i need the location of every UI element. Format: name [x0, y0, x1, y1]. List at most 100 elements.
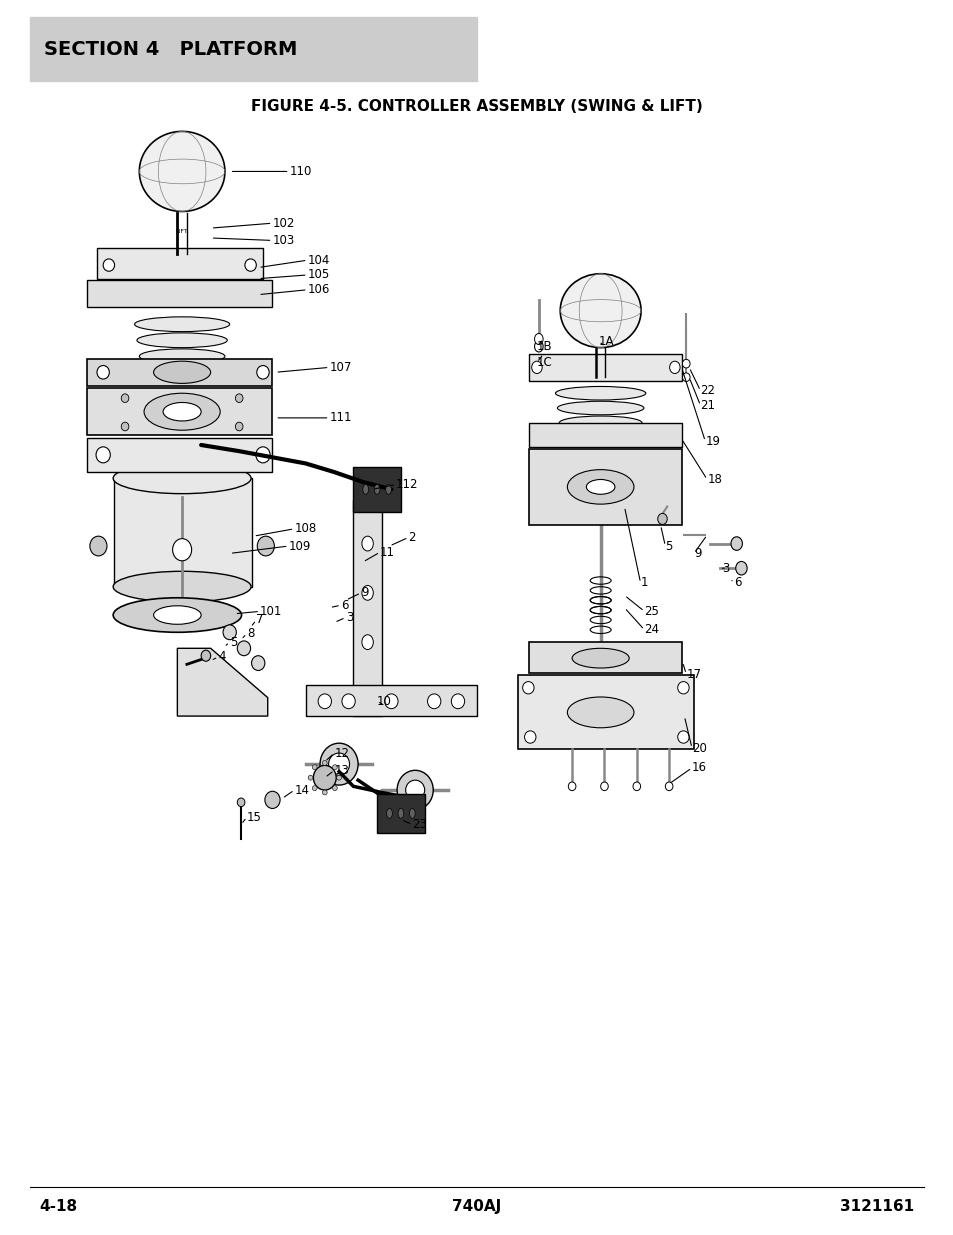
Ellipse shape [681, 359, 689, 368]
Ellipse shape [405, 781, 424, 800]
Text: 1: 1 [639, 577, 647, 589]
Ellipse shape [317, 694, 331, 709]
FancyBboxPatch shape [306, 685, 476, 716]
Ellipse shape [113, 572, 251, 603]
Ellipse shape [341, 694, 355, 709]
FancyBboxPatch shape [529, 422, 680, 447]
Ellipse shape [451, 694, 464, 709]
Ellipse shape [664, 782, 672, 790]
Text: 111: 111 [329, 411, 352, 425]
Ellipse shape [555, 387, 645, 400]
Text: 101: 101 [260, 605, 282, 618]
Ellipse shape [397, 809, 403, 819]
Ellipse shape [384, 694, 397, 709]
Text: 13: 13 [334, 763, 349, 777]
Ellipse shape [730, 537, 741, 551]
Ellipse shape [256, 366, 269, 379]
Ellipse shape [522, 682, 534, 694]
Text: 23: 23 [412, 818, 427, 831]
Ellipse shape [139, 348, 225, 363]
Text: 110: 110 [290, 165, 312, 178]
Ellipse shape [322, 790, 327, 795]
Ellipse shape [235, 394, 243, 403]
Text: 9: 9 [693, 547, 700, 559]
Ellipse shape [237, 798, 245, 806]
Ellipse shape [374, 484, 379, 494]
Ellipse shape [386, 809, 392, 819]
Ellipse shape [245, 259, 256, 272]
Ellipse shape [139, 131, 225, 211]
Ellipse shape [265, 792, 280, 809]
FancyBboxPatch shape [113, 478, 252, 587]
Text: SECTION 4   PLATFORM: SECTION 4 PLATFORM [44, 40, 297, 59]
Text: FIGURE 4-5. CONTROLLER ASSEMBLY (SWING & LIFT): FIGURE 4-5. CONTROLLER ASSEMBLY (SWING &… [251, 99, 702, 114]
Ellipse shape [237, 641, 251, 656]
Ellipse shape [557, 401, 643, 415]
Text: 4: 4 [218, 651, 226, 663]
Text: 112: 112 [395, 478, 418, 492]
Ellipse shape [308, 776, 313, 781]
Ellipse shape [586, 479, 615, 494]
Ellipse shape [567, 697, 634, 727]
Text: 3: 3 [721, 562, 729, 574]
FancyBboxPatch shape [87, 358, 273, 385]
FancyBboxPatch shape [353, 467, 400, 511]
Ellipse shape [103, 259, 114, 272]
Ellipse shape [361, 635, 373, 650]
Text: 16: 16 [691, 761, 706, 774]
Ellipse shape [255, 447, 270, 463]
FancyBboxPatch shape [96, 248, 263, 279]
Text: 4-18: 4-18 [39, 1199, 77, 1214]
Ellipse shape [201, 650, 211, 661]
Text: 17: 17 [685, 668, 700, 680]
Ellipse shape [223, 625, 236, 640]
Ellipse shape [427, 694, 440, 709]
Ellipse shape [121, 422, 129, 431]
Ellipse shape [336, 776, 341, 781]
FancyBboxPatch shape [353, 500, 381, 716]
Text: 3: 3 [345, 611, 353, 624]
Text: 6: 6 [733, 577, 740, 589]
Ellipse shape [361, 536, 373, 551]
Ellipse shape [735, 562, 746, 576]
Text: 1A: 1A [598, 335, 614, 348]
Ellipse shape [669, 361, 679, 373]
Ellipse shape [677, 682, 688, 694]
Ellipse shape [361, 585, 373, 600]
Text: 108: 108 [294, 522, 316, 535]
Text: 102: 102 [273, 216, 294, 230]
Ellipse shape [172, 538, 192, 561]
Ellipse shape [144, 393, 220, 430]
Ellipse shape [163, 403, 201, 421]
FancyBboxPatch shape [87, 388, 273, 435]
Ellipse shape [252, 656, 265, 671]
Text: 107: 107 [329, 361, 352, 374]
Text: 3121161: 3121161 [840, 1199, 914, 1214]
Text: 2: 2 [408, 531, 416, 543]
Ellipse shape [328, 753, 349, 776]
Ellipse shape [319, 743, 357, 785]
FancyBboxPatch shape [87, 437, 273, 472]
Text: 5: 5 [230, 636, 236, 648]
Ellipse shape [134, 317, 230, 332]
Ellipse shape [96, 447, 111, 463]
Ellipse shape [137, 333, 227, 347]
Ellipse shape [235, 422, 243, 431]
Ellipse shape [567, 469, 634, 504]
Ellipse shape [657, 514, 666, 525]
Text: 22: 22 [700, 384, 715, 398]
Text: 104: 104 [308, 253, 330, 267]
Text: 109: 109 [289, 540, 311, 552]
FancyBboxPatch shape [376, 794, 424, 834]
Text: 15: 15 [247, 810, 261, 824]
Ellipse shape [333, 785, 337, 790]
Text: 19: 19 [704, 435, 720, 448]
Ellipse shape [681, 373, 689, 382]
Ellipse shape [572, 648, 629, 668]
Text: 1B: 1B [537, 340, 552, 353]
Ellipse shape [385, 484, 391, 494]
Ellipse shape [314, 766, 335, 790]
Ellipse shape [600, 782, 608, 790]
Text: 24: 24 [643, 624, 659, 636]
Ellipse shape [121, 394, 129, 403]
